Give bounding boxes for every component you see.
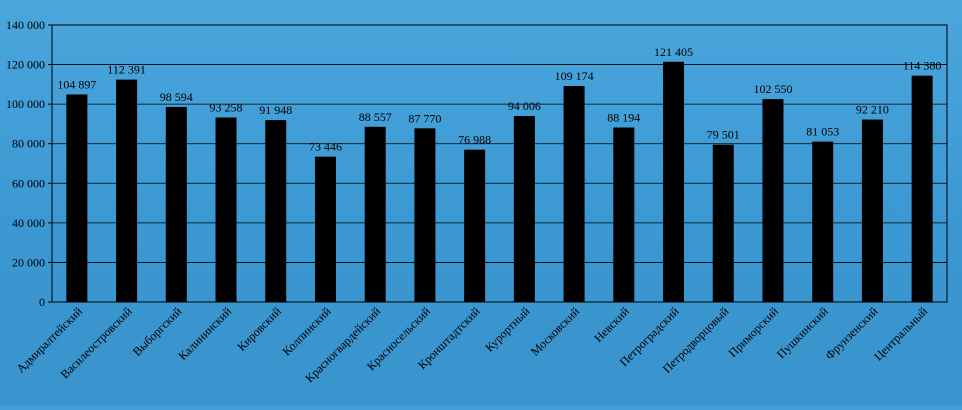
- x-tick-label: Курортный: [482, 304, 533, 355]
- bar: [861, 119, 883, 302]
- data-label: 88 557: [359, 110, 392, 124]
- data-label: 98 594: [160, 90, 193, 104]
- data-label: 73 446: [309, 140, 342, 154]
- bar: [513, 116, 535, 302]
- y-tick-label: 40 000: [12, 216, 45, 230]
- data-label: 76 988: [458, 133, 491, 147]
- y-axis-ticks: 0 20 000 40 000 60 000 80 000 100 000 120 000 1…: [6, 18, 52, 309]
- data-label: 92 210: [856, 103, 889, 117]
- y-tick-label: 80 000: [12, 137, 45, 151]
- x-tick-label: Центральный: [871, 304, 931, 364]
- data-label: 94 006: [508, 99, 541, 113]
- data-label: 93 258: [210, 100, 243, 114]
- bar: [215, 117, 237, 302]
- bar: [563, 85, 585, 302]
- x-tick-label: Калининский: [175, 304, 234, 363]
- bar: [911, 75, 933, 302]
- y-tick-label: 140 000: [6, 18, 45, 32]
- bar: [265, 120, 287, 303]
- bar: [66, 94, 88, 302]
- x-tick-label: Невский: [591, 304, 632, 345]
- y-tick-label: 100 000: [6, 97, 45, 111]
- bar: [712, 144, 734, 302]
- y-tick-label: 120 000: [6, 58, 45, 72]
- data-label: 91 948: [259, 103, 292, 117]
- data-label: 121 405: [654, 45, 693, 59]
- data-label: 81 053: [806, 125, 839, 139]
- data-label: 102 550: [753, 82, 792, 96]
- bar: [414, 128, 436, 302]
- x-tick-label: Кировский: [234, 304, 284, 354]
- bars: [66, 61, 933, 303]
- data-label: 79 501: [707, 128, 740, 142]
- bar: [663, 61, 685, 302]
- y-tick-label: 60 000: [12, 176, 45, 190]
- y-tick-label: 20 000: [12, 255, 45, 269]
- data-label: 114 380: [903, 59, 942, 73]
- bar: [364, 126, 386, 302]
- bar: [812, 141, 834, 302]
- gridlines: [52, 64, 947, 263]
- y-tick-label: 0: [39, 295, 45, 309]
- bar: [314, 156, 336, 302]
- data-label: 112 391: [107, 63, 146, 77]
- bar: [464, 149, 486, 302]
- bar: [613, 127, 635, 303]
- bar: [762, 99, 784, 302]
- x-tick-label: Колпинский: [279, 304, 334, 359]
- bar: [165, 106, 187, 302]
- data-labels: 104 897 112 391 98 594 93 258 91 948 73 446 88…: [57, 45, 941, 154]
- data-label: 109 174: [555, 69, 594, 83]
- data-label: 88 194: [607, 111, 640, 125]
- x-axis-ticks: АдмиралтейскийВасилеостровскийВыборгский…: [13, 304, 930, 385]
- plot-frame: [51, 24, 948, 303]
- data-label: 104 897: [57, 77, 96, 91]
- bar: [116, 79, 138, 303]
- x-tick-label: Московский: [528, 304, 583, 359]
- data-label: 87 770: [408, 111, 441, 125]
